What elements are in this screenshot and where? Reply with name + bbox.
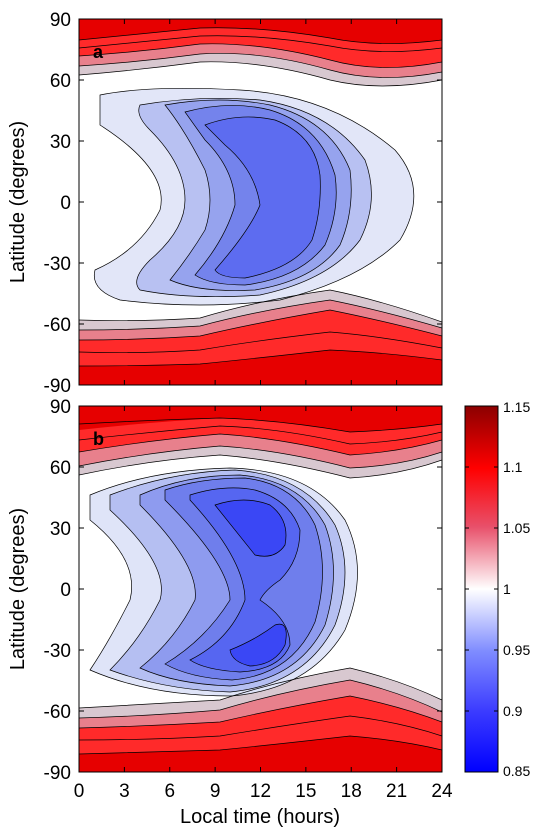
- colorbar-gradient: [464, 405, 499, 773]
- panel-b-xtick-label: 21: [386, 781, 407, 802]
- panel-b-label: b: [93, 429, 104, 449]
- panel-b-ytick-label: 60: [50, 458, 71, 479]
- panel-a-ytick-label: 30: [50, 132, 71, 153]
- panel-b-ytick-label: -90: [44, 763, 71, 784]
- panel-b-xtick-label: 18: [341, 781, 362, 802]
- colorbar-tick-label: 0.9: [503, 703, 523, 719]
- panel-a-label: a: [93, 42, 104, 62]
- panel-b-ytick-label: -60: [44, 702, 71, 723]
- colorbar-tick-label: 1.1: [503, 459, 523, 475]
- colorbar-tick-label: 1.15: [503, 399, 530, 415]
- panel-b-xtick-label: 24: [431, 781, 453, 802]
- panel-b-ytick-label: 30: [50, 519, 71, 540]
- panel-a-ytick-label: -90: [44, 376, 71, 397]
- panel-a-axes: 90 60 30 0 -30 -60 -90: [44, 10, 443, 397]
- panel-a-ytick-label: -30: [44, 254, 71, 275]
- panel-b-ylabel: Latitude (degrees): [7, 508, 29, 670]
- panel-a-ylabel: Latitude (degrees): [7, 121, 29, 283]
- panel-a-ytick-label: -60: [44, 315, 71, 336]
- panel-b-xlabel: Local time (hours): [180, 806, 340, 828]
- panel-a-ytick-label: 0: [60, 193, 71, 214]
- panel-a-ytick-label: 90: [50, 10, 71, 31]
- panel-b-contours: [79, 417, 442, 755]
- colorbar-tick-label: 1: [503, 581, 511, 597]
- panel-b-xtick-label: 9: [210, 781, 221, 802]
- colorbar: 1.15 1.1 1.05 1 0.95 0.9 0.85: [464, 399, 530, 779]
- colorbar-tick-label: 1.05: [503, 520, 530, 536]
- panel-b-ytick-label: 0: [60, 580, 71, 601]
- panel-b-xtick-label: 3: [119, 781, 130, 802]
- panel-b-ytick-label: -30: [44, 641, 71, 662]
- colorbar-ticks: 1.15 1.1 1.05 1 0.95 0.9 0.85: [465, 399, 530, 779]
- panel-a-field: [79, 19, 442, 385]
- panel-a-ytick-label: 60: [50, 71, 71, 92]
- panel-a-contours: [79, 27, 442, 367]
- panel-a: a 90 60 30 0 -30 -60 -90 Latitude (degrees): [7, 10, 443, 397]
- panel-b-xtick-label: 6: [164, 781, 175, 802]
- colorbar-tick-label: 0.85: [503, 763, 530, 779]
- panel-b-ytick-label: 90: [50, 397, 71, 418]
- panel-b-xtick-label: 0: [74, 781, 85, 802]
- colorbar-tick-label: 0.95: [503, 642, 530, 658]
- panel-b-xtick-label: 12: [250, 781, 271, 802]
- panel-b-field: [79, 406, 442, 772]
- panel-b-xtick-label: 15: [295, 781, 316, 802]
